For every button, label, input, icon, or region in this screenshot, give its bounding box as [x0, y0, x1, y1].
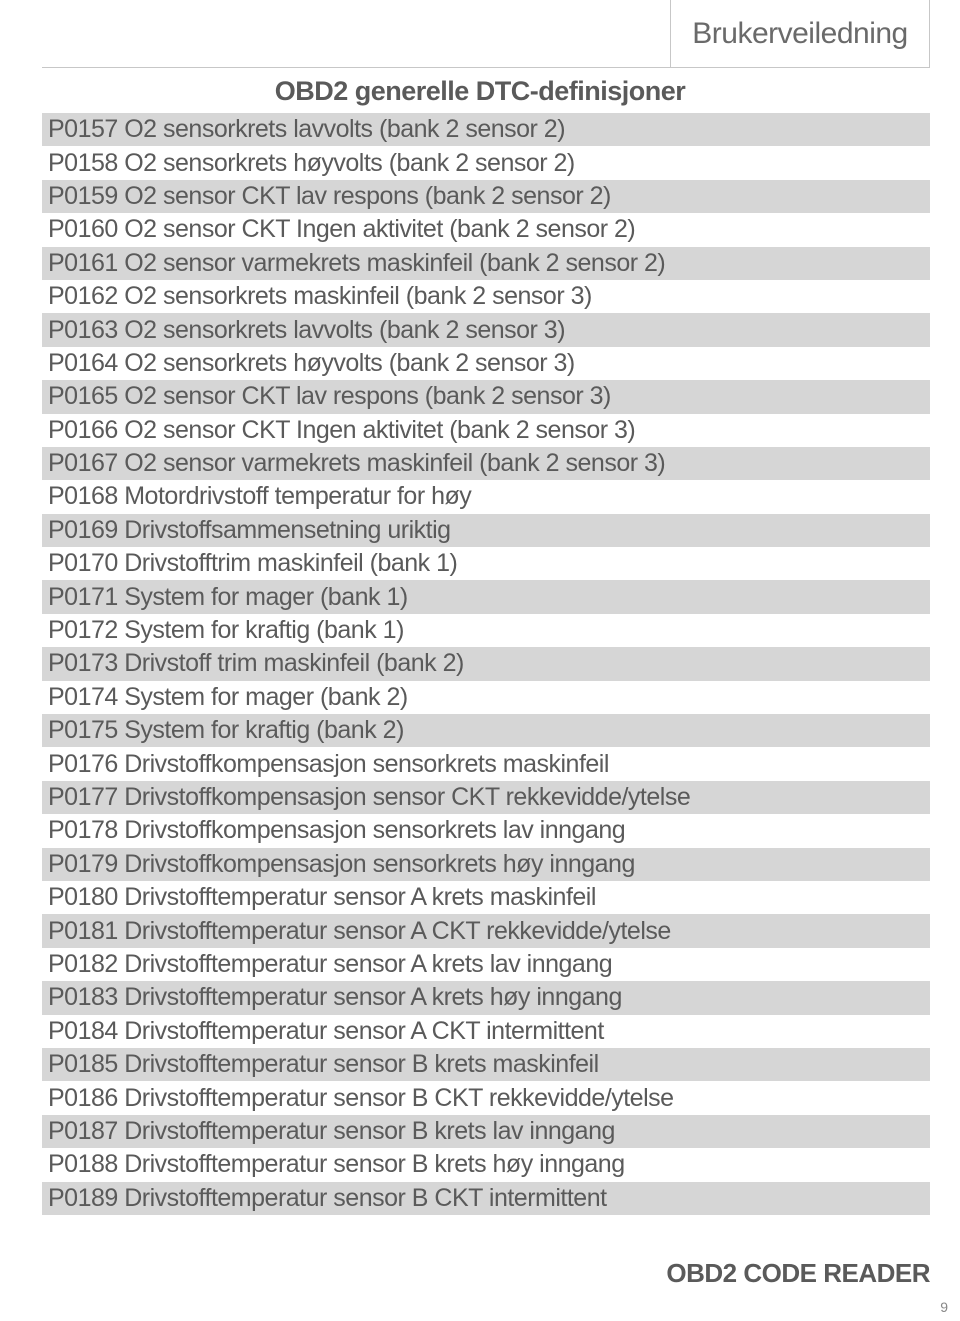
- footer-label: OBD2 CODE READER: [666, 1258, 930, 1289]
- dtc-row: P0179 Drivstoffkompensasjon sensorkrets …: [42, 848, 930, 881]
- dtc-row: P0189 Drivstofftemperatur sensor B CKT i…: [42, 1182, 930, 1215]
- dtc-row: P0176 Drivstoffkompensasjon sensorkrets …: [42, 747, 930, 780]
- dtc-row: P0185 Drivstofftemperatur sensor B krets…: [42, 1048, 930, 1081]
- dtc-row: P0174 System for mager (bank 2): [42, 681, 930, 714]
- document-title: Brukerveiledning: [692, 17, 907, 51]
- dtc-row: P0181 Drivstofftemperatur sensor A CKT r…: [42, 914, 930, 947]
- dtc-row: P0175 System for kraftig (bank 2): [42, 714, 930, 747]
- dtc-row: P0170 Drivstofftrim maskinfeil (bank 1): [42, 547, 930, 580]
- dtc-row: P0178 Drivstoffkompensasjon sensorkrets …: [42, 814, 930, 847]
- dtc-row: P0171 System for mager (bank 1): [42, 580, 930, 613]
- dtc-row: P0188 Drivstofftemperatur sensor B krets…: [42, 1148, 930, 1181]
- dtc-row: P0180 Drivstofftemperatur sensor A krets…: [42, 881, 930, 914]
- dtc-row: P0169 Drivstoffsammensetning uriktig: [42, 514, 930, 547]
- title-divider: [42, 67, 670, 68]
- dtc-row: P0160 O2 sensor CKT Ingen aktivitet (ban…: [42, 213, 930, 246]
- dtc-row: P0167 O2 sensor varmekrets maskinfeil (b…: [42, 447, 930, 480]
- dtc-row: P0177 Drivstoffkompensasjon sensor CKT r…: [42, 781, 930, 814]
- dtc-row: P0182 Drivstofftemperatur sensor A krets…: [42, 948, 930, 981]
- dtc-row: P0173 Drivstoff trim maskinfeil (bank 2): [42, 647, 930, 680]
- dtc-row: P0161 O2 sensor varmekrets maskinfeil (b…: [42, 247, 930, 280]
- dtc-row: P0172 System for kraftig (bank 1): [42, 614, 930, 647]
- dtc-row: P0183 Drivstofftemperatur sensor A krets…: [42, 981, 930, 1014]
- page-number: 9: [940, 1299, 948, 1315]
- dtc-row: P0187 Drivstofftemperatur sensor B krets…: [42, 1115, 930, 1148]
- document-title-tab: Brukerveiledning: [670, 0, 930, 68]
- dtc-row: P0159 O2 sensor CKT lav respons (bank 2 …: [42, 180, 930, 213]
- dtc-row: P0164 O2 sensorkrets høyvolts (bank 2 se…: [42, 347, 930, 380]
- dtc-row: P0184 Drivstofftemperatur sensor A CKT i…: [42, 1015, 930, 1048]
- dtc-row: P0163 O2 sensorkrets lavvolts (bank 2 se…: [42, 313, 930, 346]
- dtc-row: P0165 O2 sensor CKT lav respons (bank 2 …: [42, 380, 930, 413]
- dtc-row: P0186 Drivstofftemperatur sensor B CKT r…: [42, 1081, 930, 1114]
- dtc-row: P0162 O2 sensorkrets maskinfeil (bank 2 …: [42, 280, 930, 313]
- dtc-row: P0166 O2 sensor CKT Ingen aktivitet (ban…: [42, 414, 930, 447]
- dtc-row: P0157 O2 sensorkrets lavvolts (bank 2 se…: [42, 113, 930, 146]
- dtc-row: P0158 O2 sensorkrets høyvolts (bank 2 se…: [42, 146, 930, 179]
- dtc-row: P0168 Motordrivstoff temperatur for høy: [42, 480, 930, 513]
- dtc-list: P0157 O2 sensorkrets lavvolts (bank 2 se…: [42, 113, 930, 1215]
- section-title: OBD2 generelle DTC-definisjoner: [0, 76, 960, 107]
